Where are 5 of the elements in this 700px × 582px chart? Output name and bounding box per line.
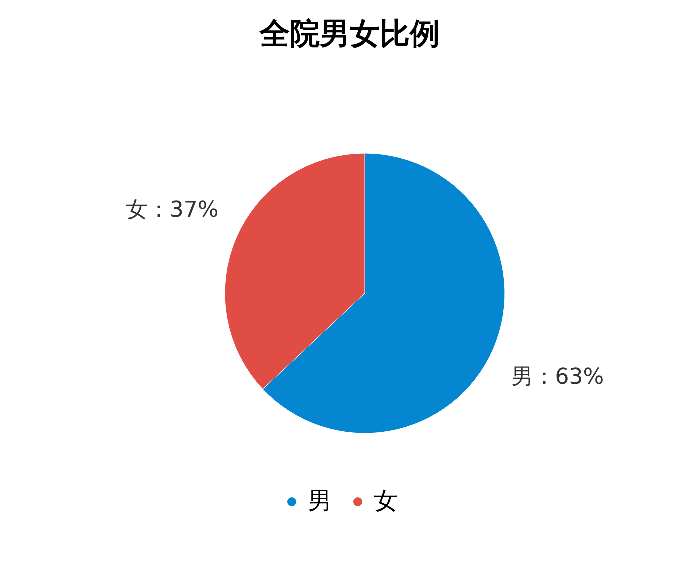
chart-title: 全院男女比例 xyxy=(259,17,440,52)
data-label: 男：63% xyxy=(511,364,604,390)
legend-label: 男 xyxy=(308,487,332,515)
data-label: 女：37% xyxy=(126,198,219,224)
legend-label: 女 xyxy=(374,487,398,515)
